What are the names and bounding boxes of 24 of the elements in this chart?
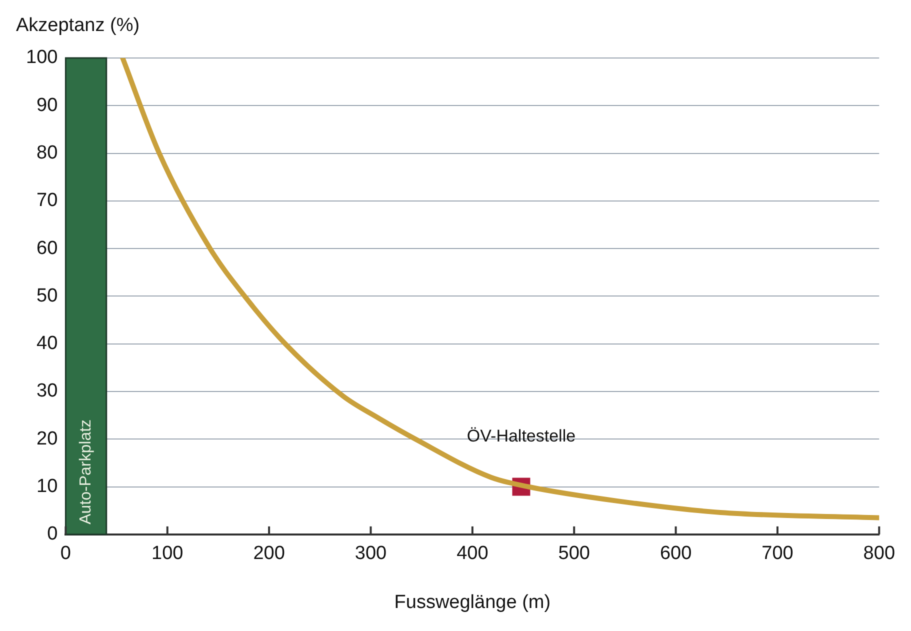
x-tick-label: 300	[354, 543, 387, 564]
x-tick-label: 800	[863, 543, 895, 564]
y-axis-title: Akzeptanz (%)	[16, 15, 140, 36]
y-tick-label: 80	[36, 142, 58, 164]
x-tick-label: 0	[60, 543, 71, 564]
x-tick-label: 400	[456, 543, 488, 564]
y-tick-label: 90	[36, 94, 58, 116]
x-tick-label: 500	[558, 543, 590, 564]
y-tick-label: 50	[36, 285, 58, 306]
y-tick-label: 0	[47, 524, 58, 545]
x-tick-label: 100	[152, 543, 184, 564]
y-tick-label: 70	[36, 190, 58, 212]
band-label: Auto-Parkplatz	[77, 419, 94, 524]
y-tick-label: 20	[36, 428, 58, 450]
x-tick-label: 700	[762, 543, 794, 564]
x-axis-title: Fussweglänge (m)	[394, 592, 551, 613]
y-tick-label: 100	[26, 47, 58, 68]
annotation: ÖV-Haltestelle	[466, 426, 576, 446]
y-tick-label: 10	[36, 476, 58, 497]
y-tick-label: 30	[36, 380, 58, 402]
x-tick-label: 200	[253, 543, 285, 564]
x-tick-label: 600	[660, 543, 692, 564]
y-tick-label: 60	[36, 238, 58, 259]
y-tick-label: 40	[36, 333, 58, 354]
